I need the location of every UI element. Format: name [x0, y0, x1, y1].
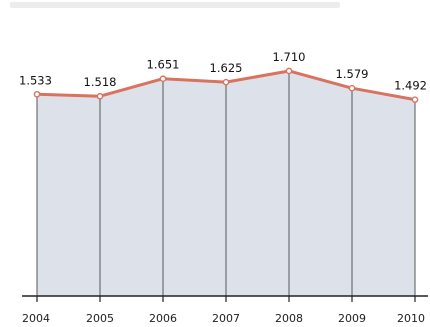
data-label-2005: 1.518 [84, 75, 117, 89]
x-tick-label-2009: 2009 [338, 312, 366, 325]
x-tick-label-2007: 2007 [212, 312, 240, 325]
data-point-2009 [348, 84, 356, 92]
data-label-2009: 1.579 [336, 67, 369, 81]
data-point-2008 [285, 67, 293, 75]
x-tick-label-2006: 2006 [149, 312, 177, 325]
faded-header-bar [10, 2, 340, 8]
x-tick-label-2004: 2004 [22, 312, 50, 325]
x-tick-label-2005: 2005 [86, 312, 114, 325]
data-point-2007 [222, 78, 230, 86]
x-tick-label-2010: 2010 [397, 312, 425, 325]
data-point-2006 [159, 75, 167, 83]
data-label-2004: 1.533 [19, 73, 52, 87]
data-point-2005 [96, 92, 104, 100]
x-tick-label-2008: 2008 [275, 312, 303, 325]
data-label-2010: 1.492 [394, 79, 427, 93]
data-label-2006: 1.651 [147, 58, 180, 72]
data-label-2008: 1.710 [273, 50, 306, 64]
data-point-2004 [33, 90, 41, 98]
data-point-2010 [411, 96, 419, 103]
data-label-2007: 1.625 [210, 61, 243, 75]
